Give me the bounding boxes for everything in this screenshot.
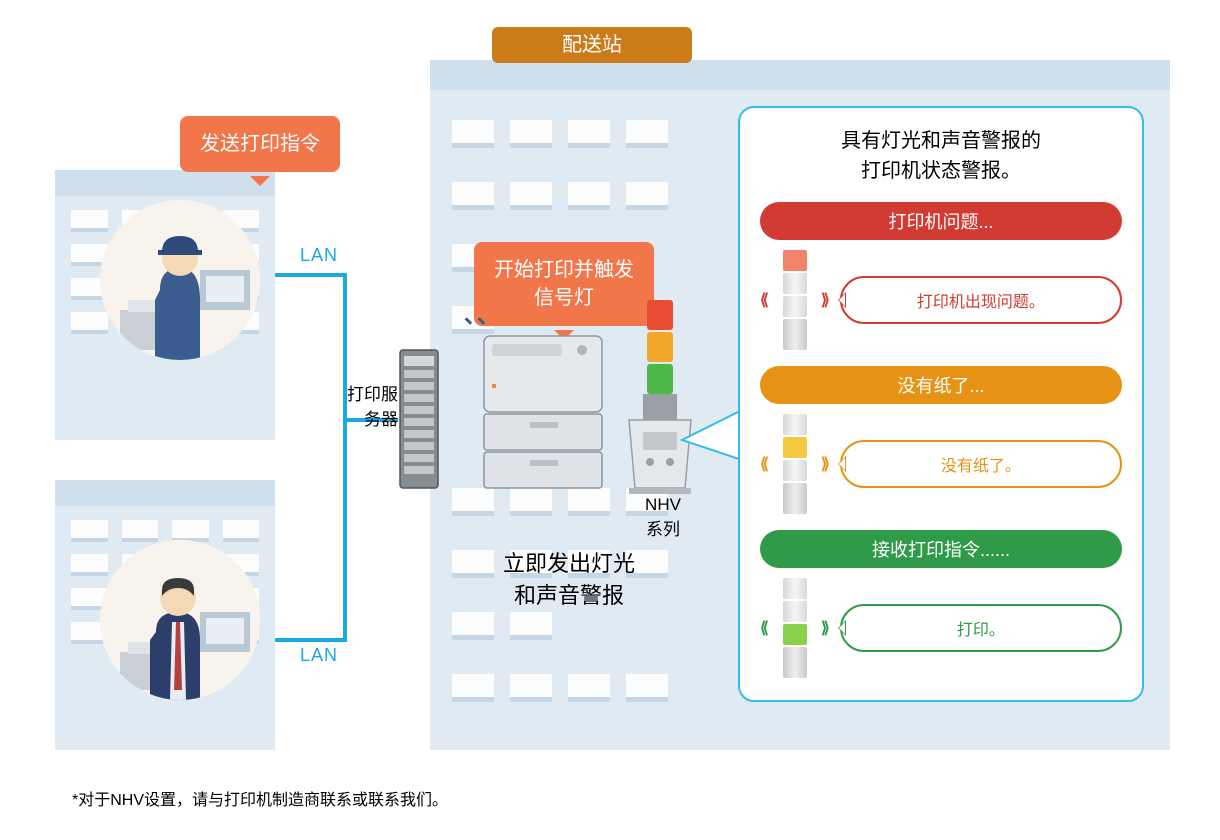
signal-tower-mini-1 <box>779 414 811 514</box>
spark-left-icon: ⟫ <box>760 290 769 310</box>
print-server-label: 打印服 务器 <box>338 380 398 430</box>
spark-left-icon: ⟫ <box>760 454 769 474</box>
callout-send-command: 发送打印指令 <box>180 116 340 172</box>
avatar-worker <box>100 200 260 360</box>
spark-right-icon: ⟫ <box>821 290 830 310</box>
trigger-label-text: 开始打印并触发 信号灯 <box>494 259 634 309</box>
alarm-bubble-2: 打印。 <box>840 604 1122 652</box>
alarm-panel-title: 具有灯光和声音警报的 打印机状态警报。 <box>760 126 1122 186</box>
alarm-row-2: ⟫ ⟫ 打印。 <box>760 578 1122 678</box>
title-badge: 配送站 <box>492 27 692 63</box>
alarm-pill-0: 打印机问题... <box>760 202 1122 240</box>
lan-label-1: LAN <box>300 245 338 266</box>
print-server-icon <box>398 348 440 490</box>
footnote: *对于NHV设置，请与打印机制造商联系或联系我们。 <box>72 786 448 810</box>
alarm-pill-2: 接收打印指令...... <box>760 530 1122 568</box>
alarm-bubble-1: 没有纸了。 <box>840 440 1122 488</box>
spark-right-icon: ⟫ <box>821 454 830 474</box>
avatar-office <box>100 540 260 700</box>
signal-tower-mini-2 <box>779 578 811 678</box>
signal-tower-mini-0 <box>779 250 811 350</box>
alarm-row-1: ⟫ ⟫ 没有纸了。 <box>760 414 1122 514</box>
alarm-pill-1: 没有纸了... <box>760 366 1122 404</box>
diagram-canvas: 配送站 发送打印指令 开始打印并触发 信号灯 LAN LAN <box>0 0 1220 840</box>
spark-right-icon: ⟫ <box>821 618 830 638</box>
spark-left-icon: ⟫ <box>760 618 769 638</box>
lan-label-2: LAN <box>300 645 338 666</box>
alarm-bubble-0: 打印机出现问题。 <box>840 276 1122 324</box>
immediate-alarm-text: 立即发出灯光 和声音警报 <box>454 548 684 612</box>
alarm-panel: 具有灯光和声音警报的 打印机状态警报。 打印机问题...⟫⟫打印机出现问题。没有… <box>738 106 1144 702</box>
nhv-label: NHV 系列 <box>608 495 718 540</box>
alarm-row-0: ⟫ ⟫ 打印机出现问题。 <box>760 250 1122 350</box>
printer-icon <box>478 320 608 492</box>
